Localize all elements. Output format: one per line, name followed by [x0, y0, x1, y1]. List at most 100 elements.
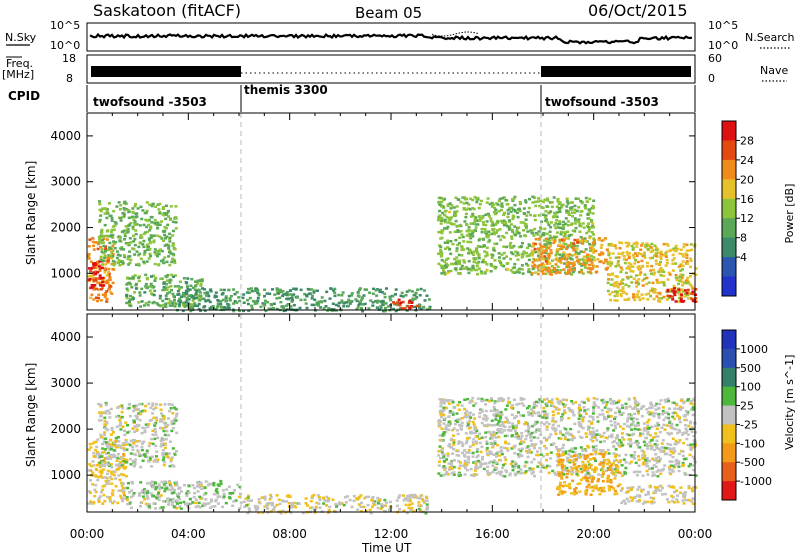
velocity-cell — [111, 489, 115, 492]
power-cell — [595, 270, 599, 273]
power-cell — [166, 273, 170, 277]
power-cell — [87, 278, 91, 282]
velocity-cell — [228, 491, 232, 495]
velocity-cell — [595, 429, 599, 432]
velocity-cell — [156, 436, 160, 439]
velocity-cell — [452, 471, 456, 474]
power-cell — [306, 287, 310, 291]
velocity-cell — [452, 447, 456, 451]
power-cell — [92, 288, 96, 291]
velocity-cell — [179, 501, 182, 505]
power-cell — [332, 289, 336, 292]
velocity-cell — [101, 485, 105, 488]
power-cell — [674, 276, 678, 280]
velocity-cell — [139, 412, 143, 416]
velocity-cell — [106, 472, 110, 476]
power-cell — [391, 294, 395, 298]
velocity-cell — [564, 428, 568, 431]
power-cell — [538, 242, 542, 246]
power-cell — [378, 290, 382, 293]
velocity-cell — [650, 403, 654, 407]
power-cell — [437, 262, 441, 266]
power-cell — [678, 279, 682, 283]
velocity-cell — [577, 411, 581, 414]
power-cell — [645, 244, 649, 248]
power-cell — [416, 288, 420, 291]
power-cell — [500, 202, 504, 205]
velocity-cell — [500, 413, 504, 416]
velocity-cell — [606, 415, 610, 418]
power-cell — [541, 257, 545, 261]
power-cell — [250, 289, 254, 293]
velocity-cell — [384, 501, 388, 504]
velocity-cell — [202, 493, 206, 496]
power-cell — [565, 211, 569, 214]
velocity-cell — [146, 425, 150, 429]
power-cell — [112, 210, 116, 213]
power-cell — [680, 293, 684, 296]
velocity-cell — [138, 494, 141, 497]
power-cell — [419, 307, 423, 311]
power-cell — [263, 294, 266, 298]
power-cell — [659, 252, 663, 256]
velocity-cell — [655, 470, 659, 473]
velocity-cell — [682, 457, 686, 461]
velocity-cell — [515, 464, 518, 468]
power-cell — [527, 258, 531, 262]
velocity-cell — [113, 441, 116, 445]
power-cell — [167, 245, 171, 248]
power-cell — [516, 251, 520, 254]
velocity-cell — [188, 497, 192, 501]
power-cell — [255, 287, 259, 291]
power-cell — [534, 231, 538, 235]
velocity-cell — [655, 439, 659, 443]
velocity-cell — [98, 465, 102, 469]
velocity-cell — [458, 464, 462, 467]
power-cell — [158, 235, 162, 239]
velocity-cell — [141, 442, 144, 445]
velocity-cell — [285, 494, 289, 498]
power-cell — [173, 274, 177, 277]
velocity-cell — [492, 459, 496, 462]
velocity-cell — [103, 476, 107, 479]
power-cell — [104, 292, 107, 295]
power-cell — [519, 245, 523, 249]
power-colorbar-swatch — [722, 179, 736, 200]
power-cell — [473, 218, 477, 221]
velocity-cell — [532, 403, 536, 407]
power-cell — [483, 244, 486, 248]
power-cell — [401, 295, 405, 298]
power-cell — [169, 218, 173, 221]
power-cell — [102, 252, 106, 255]
velocity-cell — [317, 502, 321, 505]
velocity-cell — [140, 409, 144, 413]
power-cell — [127, 263, 131, 266]
power-cell — [583, 237, 587, 240]
power-cell — [514, 250, 518, 253]
power-cell — [295, 296, 299, 299]
velocity-cell — [468, 411, 472, 415]
velocity-cell — [170, 491, 174, 495]
velocity-cell — [109, 447, 113, 451]
power-cell — [142, 253, 146, 256]
velocity-cell — [631, 420, 635, 423]
power-cell — [414, 292, 418, 295]
power-cell — [199, 284, 203, 287]
power-cell — [116, 253, 120, 256]
velocity-cell — [193, 491, 197, 495]
velocity-cell — [372, 503, 376, 507]
velocity-cell — [642, 461, 646, 464]
freq-panel: Freq. [MHz] 18 8 60 0 Nave — [2, 52, 788, 85]
velocity-cell — [450, 464, 454, 467]
velocity-cell — [490, 436, 494, 440]
velocity-cell — [163, 426, 167, 430]
power-cell — [585, 231, 589, 235]
power-cell — [158, 212, 162, 215]
power-cell — [510, 235, 514, 238]
velocity-cell — [586, 408, 590, 411]
velocity-cell — [106, 469, 110, 473]
velocity-cell — [474, 431, 478, 435]
velocity-cell — [334, 502, 338, 506]
power-cell — [613, 244, 617, 247]
power-cell — [107, 272, 111, 275]
